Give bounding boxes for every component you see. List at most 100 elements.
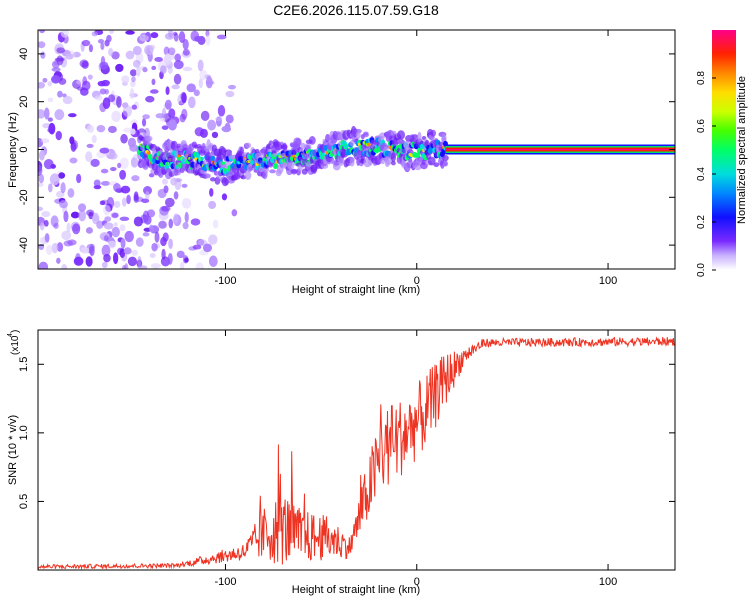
spectrogram-noise-blob bbox=[133, 216, 143, 227]
spectrogram-noise-blob bbox=[142, 67, 148, 73]
spectrogram-noise-blob bbox=[38, 81, 45, 89]
spectrogram-noise-blob bbox=[215, 116, 223, 122]
spectrogram-noise-blob bbox=[190, 218, 201, 226]
spectrogram-noise-blob bbox=[47, 81, 53, 87]
spectrogram-ridge-halo bbox=[144, 135, 153, 142]
spectrogram-noise-blob bbox=[195, 262, 204, 269]
spectrogram-noise-blob bbox=[137, 256, 142, 268]
spectrogram-noise-blob bbox=[104, 88, 109, 95]
spectrogram-noise-blob bbox=[103, 204, 111, 216]
spectrogram-noise-blob bbox=[119, 169, 127, 180]
snr-xtick-label: 100 bbox=[599, 576, 617, 588]
spectrogram-noise-blob bbox=[47, 183, 53, 193]
spectrogram-noise-blob bbox=[200, 110, 210, 122]
spectrogram-noise-blob bbox=[184, 257, 189, 263]
spectrogram-ridge-halo bbox=[417, 131, 422, 142]
spectrogram-noise-blob bbox=[103, 222, 114, 230]
spectrogram-noise-blob bbox=[51, 75, 61, 84]
spectrogram-noise-blob bbox=[61, 230, 72, 241]
spectrogram-noise-blob bbox=[119, 157, 129, 169]
spectrogram-noise-blob bbox=[54, 57, 65, 62]
spectrogram-noise-blob bbox=[57, 90, 63, 98]
spectrogram-noise-blob bbox=[150, 32, 159, 39]
spectrogram-noise-blob bbox=[170, 177, 177, 186]
spectrogram-noise-blob bbox=[69, 157, 78, 164]
spectrogram-ridge-halo bbox=[205, 173, 211, 179]
spectrogram-noise-blob bbox=[168, 238, 173, 250]
spectrogram-noise-blob bbox=[120, 238, 126, 249]
spectrogram-noise-blob bbox=[193, 89, 200, 97]
colorbar-tick-label: 0.0 bbox=[696, 263, 707, 277]
spectrogram-noise-blob bbox=[99, 200, 106, 206]
spectrogram-noise-blob bbox=[51, 67, 61, 72]
spectrogram-noise-blob bbox=[181, 183, 188, 188]
spectrogram-noise-blob bbox=[96, 124, 106, 133]
spectrogram-noise-blob bbox=[164, 32, 175, 40]
spectrogram-noise-blob bbox=[168, 108, 176, 119]
spectrogram-noise-blob bbox=[162, 232, 169, 242]
spectrogram-noise-blob bbox=[216, 34, 227, 40]
spectrogram-noise-blob bbox=[42, 77, 48, 83]
spectrogram-noise-blob bbox=[92, 215, 99, 222]
spectrogram-ridge-halo bbox=[269, 169, 276, 174]
spectrogram-noise-blob bbox=[51, 60, 60, 69]
spectrogram-noise-blob bbox=[154, 231, 160, 243]
figure-title: C2E6.2026.115.07.59.G18 bbox=[273, 2, 439, 18]
spectrogram-noise-blob bbox=[112, 252, 119, 265]
spectrogram-noise-blob bbox=[93, 179, 101, 188]
spectrogram-noise-blob bbox=[173, 32, 179, 42]
spectrogram-noise-blob bbox=[53, 222, 59, 230]
spectrogram-noise-blob bbox=[182, 222, 189, 230]
spectrogram-noise-blob bbox=[77, 203, 87, 212]
spectrogram-noise-blob bbox=[208, 234, 218, 245]
spectrogram-noise-blob bbox=[167, 47, 176, 56]
snr-panel: -100 0 100 0.5 1.0 1.5 Height of straight lin… bbox=[7, 329, 676, 596]
spectrogram-noise-blob bbox=[151, 65, 157, 71]
spectrogram-ridge-halo bbox=[281, 144, 288, 150]
spectrogram-noise-blob bbox=[87, 74, 93, 80]
spectrogram-noise-blob bbox=[88, 44, 93, 53]
spectrogram-noise-blob bbox=[194, 127, 204, 137]
spectrogram-noise-blob bbox=[97, 39, 105, 44]
spectrogram-noise-blob bbox=[62, 95, 73, 105]
spectrogram-noise-blob bbox=[100, 168, 109, 174]
spectrogram-noise-blob bbox=[119, 216, 130, 222]
spectrogram-ridge-halo bbox=[363, 131, 369, 136]
spectrogram-noise-blob bbox=[81, 39, 91, 47]
spectrogram-noise-blob bbox=[176, 250, 185, 259]
spectrogram-noise-blob bbox=[142, 232, 150, 237]
colorbar-label: Normalized spectral amplitude bbox=[736, 76, 748, 224]
spectrogram-noise-blob bbox=[192, 244, 202, 250]
spectrogram-noise-blob bbox=[123, 247, 132, 255]
spectrogram-noise-blob bbox=[85, 151, 93, 162]
spectrogram-noise-blob bbox=[158, 220, 167, 229]
spectrogram-xlabel: Height of straight line (km) bbox=[292, 284, 420, 296]
spectrogram-noise-blob bbox=[151, 242, 158, 252]
spectrogram-noise-blob bbox=[85, 256, 93, 267]
spectrogram-noise-blob bbox=[139, 34, 149, 42]
spectrogram-noise-blob bbox=[197, 59, 204, 72]
spectrogram-noise-blob bbox=[41, 210, 51, 218]
colorbar-gradient bbox=[712, 30, 736, 270]
spectrogram-ytick-label: 0 bbox=[18, 146, 30, 152]
spectrogram-noise-blob bbox=[165, 86, 170, 96]
spectrogram-ridge-core bbox=[415, 152, 421, 159]
spectrogram-noise-blob bbox=[149, 89, 159, 94]
spectrogram-noise-blob bbox=[126, 194, 131, 205]
spectrogram-noise-blob bbox=[107, 240, 117, 249]
spectrogram-ridge-peak bbox=[367, 142, 371, 147]
spectrogram-ytick-label: 20 bbox=[18, 96, 30, 108]
spectrogram-noise-blob bbox=[167, 119, 177, 131]
spectrogram-ridge-halo bbox=[287, 161, 295, 171]
spectrogram-noise-blob bbox=[161, 125, 169, 130]
spectrogram-noise-blob bbox=[63, 210, 69, 223]
spectrogram-noise-blob bbox=[205, 34, 211, 46]
spectrogram-noise-blob bbox=[144, 44, 154, 56]
spectrogram-noise-blob bbox=[130, 157, 139, 168]
spectrogram-noise-blob bbox=[125, 30, 135, 35]
spectrogram-noise-blob bbox=[79, 59, 89, 68]
spectrogram-noise-blob bbox=[206, 80, 215, 85]
spectrogram-noise-blob bbox=[164, 99, 172, 110]
spectrogram-noise-blob bbox=[56, 47, 66, 54]
spectrogram-noise-blob bbox=[150, 263, 161, 269]
